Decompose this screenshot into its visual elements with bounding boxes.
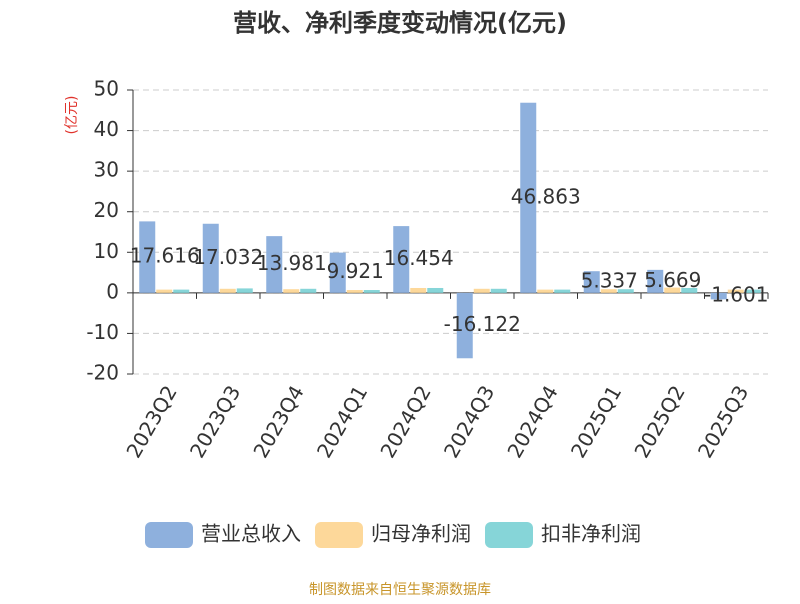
data-label: 5.669	[644, 268, 701, 292]
data-label: -1.601	[704, 283, 768, 307]
x-tick-label: 2023Q4	[248, 381, 308, 462]
data-label: -16.122	[444, 312, 521, 336]
y-tick-label: 20	[94, 198, 119, 222]
bar	[744, 289, 761, 293]
legend-swatch	[315, 522, 363, 548]
bar	[710, 292, 727, 300]
y-tick-label: 0	[106, 279, 119, 303]
bar	[156, 289, 173, 293]
bar	[727, 289, 744, 293]
x-tick-label: 2024Q4	[502, 381, 562, 462]
y-axis-label: (亿元)	[64, 96, 80, 135]
x-tick-label: 2023Q2	[121, 381, 181, 462]
data-label: 17.616	[130, 244, 200, 268]
data-label: 9.921	[327, 259, 384, 283]
bar	[202, 223, 219, 293]
y-tick-label: 50	[94, 77, 119, 101]
bar	[266, 236, 283, 293]
y-tick-label: 40	[94, 117, 119, 141]
data-label: 17.032	[193, 245, 263, 269]
bar	[681, 287, 698, 293]
bar	[456, 292, 473, 359]
data-label: 5.337	[581, 269, 638, 293]
bar	[363, 290, 380, 293]
x-tick-label: 2025Q3	[693, 381, 753, 462]
bar	[617, 289, 634, 293]
bar	[346, 290, 363, 293]
source-note: 制图数据来自恒生聚源数据库	[309, 582, 491, 598]
chart-title: 营收、净利季度变动情况(亿元)	[233, 9, 567, 37]
bar	[410, 287, 427, 293]
bar	[427, 287, 444, 293]
bar	[647, 269, 664, 293]
y-tick-label: 10	[94, 239, 119, 263]
bar	[283, 289, 300, 293]
bar	[219, 288, 236, 293]
data-label: 16.454	[384, 246, 454, 270]
bar	[600, 289, 617, 293]
data-label: 13.981	[257, 251, 327, 275]
bar	[139, 221, 156, 293]
bar	[393, 226, 410, 293]
legend-swatch	[145, 522, 193, 548]
bar	[329, 252, 346, 293]
legend-label: 营业总收入	[201, 522, 301, 546]
bar	[554, 289, 571, 293]
x-tick-label: 2025Q2	[629, 381, 689, 462]
bar	[537, 289, 554, 293]
y-tick-label: 30	[94, 158, 119, 182]
bar	[473, 288, 490, 293]
y-tick-label: -20	[86, 361, 119, 385]
legend-label: 归母净利润	[371, 522, 471, 546]
legend-label: 扣非净利润	[541, 522, 641, 546]
bar	[300, 288, 317, 293]
x-tick-label: 2025Q1	[566, 381, 626, 462]
x-tick-label: 2023Q3	[185, 381, 245, 462]
bar	[236, 288, 253, 293]
x-tick-label: 2024Q3	[439, 381, 499, 462]
bar	[173, 289, 190, 293]
legend-swatch	[485, 522, 533, 548]
y-tick-label: -10	[86, 320, 119, 344]
bar	[664, 287, 681, 293]
bar	[583, 271, 600, 293]
x-tick-label: 2024Q1	[312, 381, 372, 462]
x-tick-label: 2024Q2	[375, 381, 435, 462]
bar	[490, 288, 507, 293]
bar	[520, 102, 537, 293]
data-label: 46.863	[511, 184, 581, 208]
